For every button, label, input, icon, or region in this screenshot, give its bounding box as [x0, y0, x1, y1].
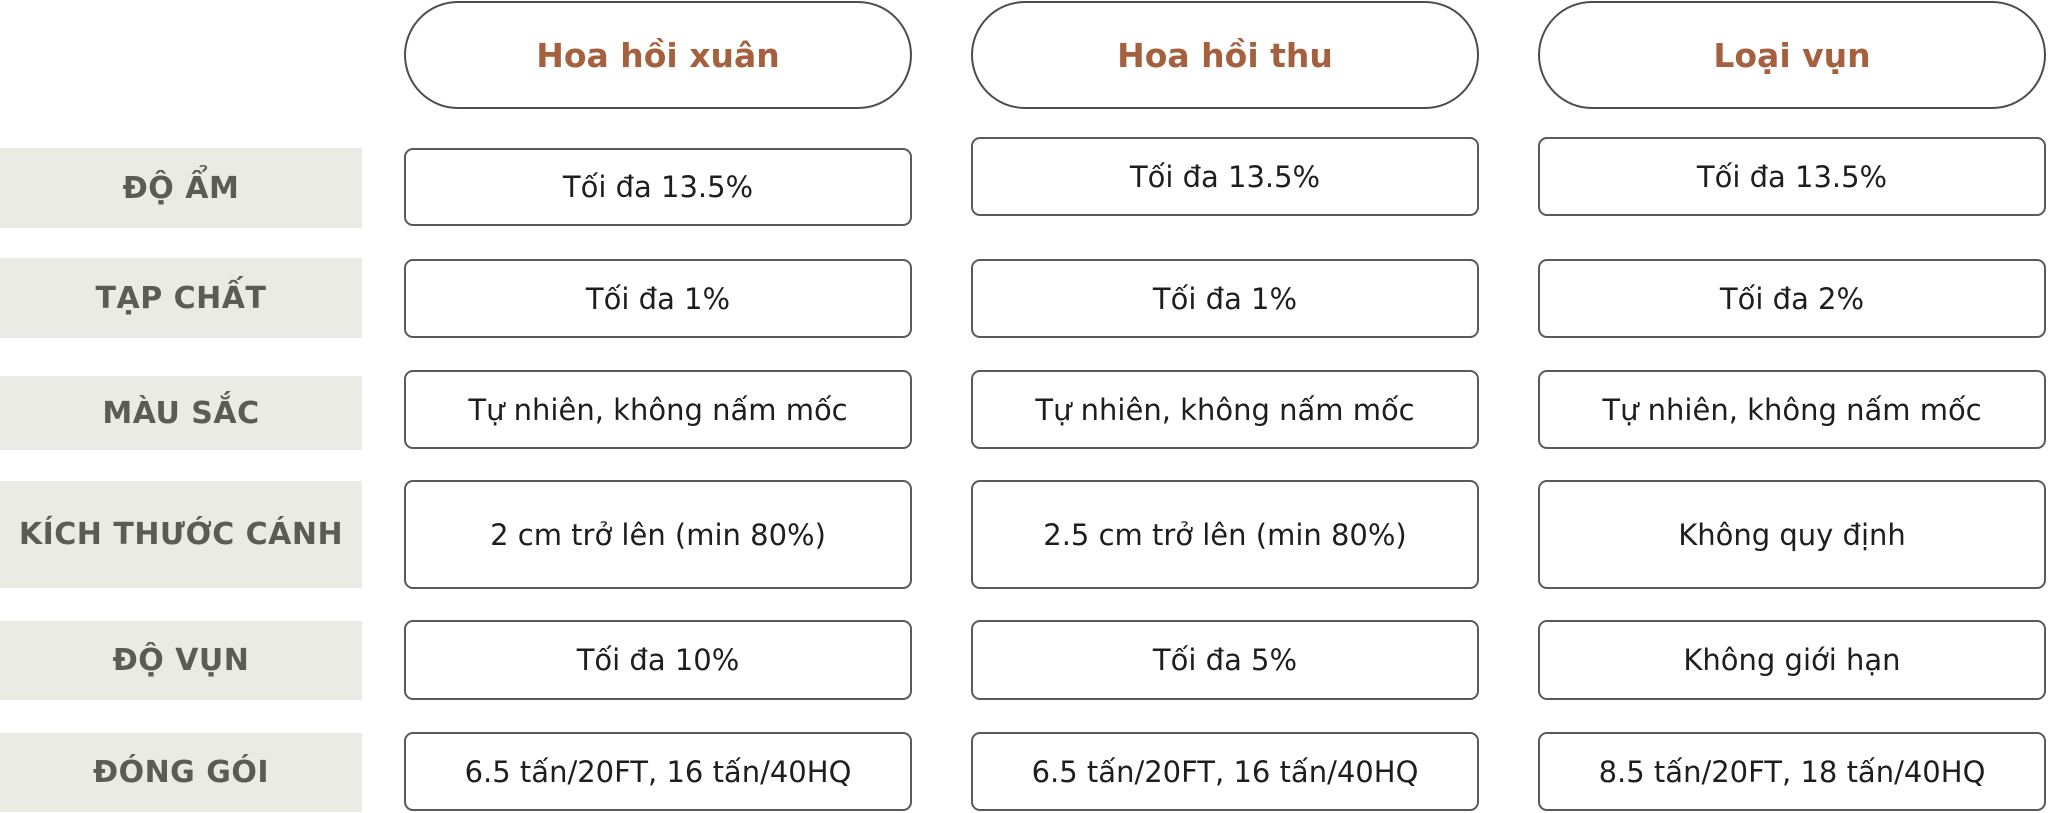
table-cell: Tối đa 13.5% [1538, 137, 2046, 216]
row-label-brokenness: ĐỘ VỤN [0, 621, 362, 700]
row-label-impurities: TẠP CHẤT [0, 258, 362, 338]
table-cell: Tối đa 13.5% [971, 137, 1479, 216]
table-cell: Không quy định [1538, 480, 2046, 589]
table-cell: Tối đa 1% [404, 259, 912, 338]
table-cell: 2.5 cm trở lên (min 80%) [971, 480, 1479, 589]
table-cell: Tự nhiên, không nấm mốc [971, 370, 1479, 449]
table-cell: 6.5 tấn/20FT, 16 tấn/40HQ [404, 732, 912, 811]
table-cell: Tự nhiên, không nấm mốc [404, 370, 912, 449]
table-cell: 6.5 tấn/20FT, 16 tấn/40HQ [971, 732, 1479, 811]
row-label-color: MÀU SẮC [0, 376, 362, 450]
column-header-autumn-anise: Hoa hồi thu [971, 1, 1479, 109]
table-cell: Tự nhiên, không nấm mốc [1538, 370, 2046, 449]
table-cell: Tối đa 10% [404, 620, 912, 700]
row-label-packing: ĐÓNG GÓI [0, 733, 362, 812]
table-cell: Tối đa 1% [971, 259, 1479, 338]
column-header-broken-anise: Loại vụn [1538, 1, 2046, 109]
table-cell: Tối đa 2% [1538, 259, 2046, 338]
table-cell: Không giới hạn [1538, 620, 2046, 700]
row-label-moisture: ĐỘ ẨM [0, 148, 362, 228]
table-cell: 2 cm trở lên (min 80%) [404, 480, 912, 589]
row-label-petal-size: KÍCH THƯỚC CÁNH [0, 481, 362, 588]
table-cell: Tối đa 5% [971, 620, 1479, 700]
column-header-spring-anise: Hoa hồi xuân [404, 1, 912, 109]
table-cell: Tối đa 13.5% [404, 148, 912, 226]
table-cell: 8.5 tấn/20FT, 18 tấn/40HQ [1538, 732, 2046, 811]
